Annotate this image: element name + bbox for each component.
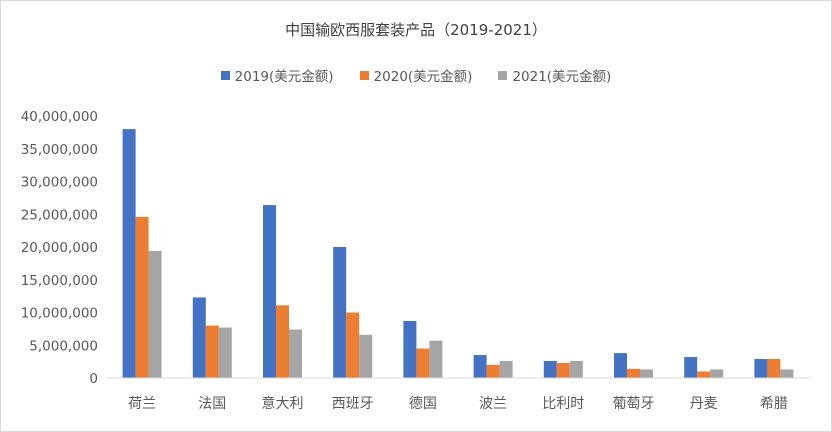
x-tick-label: 德国: [409, 396, 437, 412]
x-tick-label: 西班牙: [332, 396, 374, 412]
bar: [697, 371, 711, 378]
bar: [710, 369, 724, 378]
bar: [192, 297, 206, 378]
legend-swatch-2019: [220, 70, 230, 80]
legend-swatch-2020: [359, 70, 369, 80]
bar: [684, 357, 698, 378]
legend-swatch-2021: [498, 70, 508, 80]
legend-item-2021: 2021(美元金额): [498, 65, 611, 85]
x-tick-label: 比利时: [542, 396, 584, 412]
chart-legend: 2019(美元金额) 2020(美元金额) 2021(美元金额): [1, 65, 831, 85]
bar: [473, 355, 487, 378]
bar: [543, 360, 557, 378]
x-tick-label: 波兰: [479, 396, 507, 412]
legend-label-2021: 2021(美元金额): [512, 69, 612, 85]
bar: [499, 360, 513, 378]
y-tick-label: 15,000,000: [21, 273, 98, 289]
x-tick-label: 葡萄牙: [613, 396, 655, 412]
bar: [263, 205, 276, 378]
bar: [569, 360, 583, 378]
legend-label-2019: 2019(美元金额): [234, 69, 334, 85]
bar: [556, 362, 570, 378]
x-tick-label: 希腊: [760, 396, 788, 412]
bar: [754, 359, 768, 378]
bar: [767, 359, 781, 378]
y-tick-label: 35,000,000: [21, 142, 98, 158]
bar: [289, 329, 302, 378]
bar: [122, 129, 136, 378]
bar: [416, 348, 430, 378]
bar: [640, 369, 653, 378]
bar: [359, 334, 373, 378]
legend-item-2020: 2020(美元金额): [359, 65, 473, 85]
y-tick-label: 10,000,000: [21, 306, 98, 322]
x-tick-label: 意大利: [262, 395, 304, 412]
bar: [429, 340, 443, 378]
y-tick-label: 5,000,000: [29, 338, 98, 354]
legend-label-2020: 2020(美元金额): [373, 69, 473, 85]
bar: [333, 247, 347, 378]
legend-item-2019: 2019(美元金额): [220, 65, 334, 85]
bar: [614, 353, 627, 378]
x-tick-label: 丹麦: [690, 396, 718, 412]
bar: [346, 312, 360, 378]
bar: [486, 364, 500, 378]
x-tick-label: 荷兰: [128, 396, 156, 412]
bar: [403, 321, 417, 378]
bar: [205, 325, 219, 378]
bar: [780, 369, 794, 378]
x-tick-label: 法国: [198, 396, 226, 412]
y-tick-label: 20,000,000: [21, 240, 98, 256]
y-tick-label: 30,000,000: [21, 175, 98, 191]
chart-title: 中国输欧西服套装产品（2019-2021）: [285, 21, 547, 39]
bar: [218, 327, 232, 378]
bar: [627, 368, 640, 378]
y-tick-label: 25,000,000: [21, 207, 98, 223]
y-tick-label: 40,000,000: [21, 109, 98, 125]
bar: [276, 305, 289, 378]
bar: [148, 250, 162, 378]
bar: [135, 216, 149, 378]
y-tick-label: 0: [89, 371, 98, 387]
